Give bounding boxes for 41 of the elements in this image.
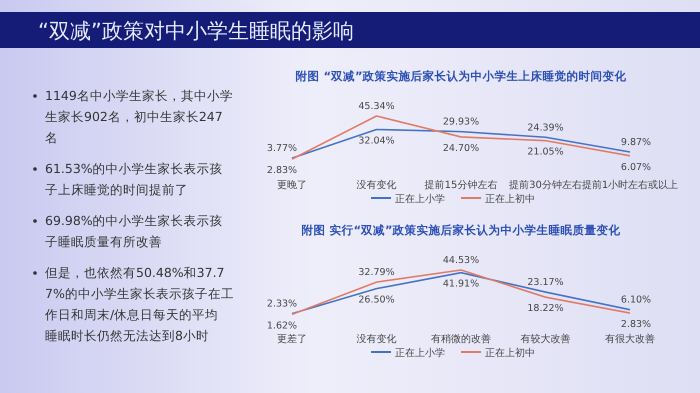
- x-tick-label: 提前15分钟左右: [424, 179, 498, 191]
- x-tick-label: 更差了: [277, 333, 307, 345]
- data-label: 24.70%: [442, 142, 480, 154]
- x-tick-label: 有较大改善: [520, 333, 570, 345]
- legend-label: 正在上小学: [395, 193, 445, 205]
- data-label: 41.91%: [442, 278, 480, 290]
- legend-label: 正在上初中: [485, 347, 535, 359]
- data-label: 24.39%: [527, 122, 564, 134]
- text: 61.53%的中小学生家长表示孩子上床睡觉的时间提前了: [45, 161, 223, 197]
- data-label: 26.50%: [358, 294, 395, 306]
- legend-label: 正在上初中: [485, 193, 535, 205]
- chart-title: 附图 “双减”政策实施后家长认为中小学生上床睡觉的时间变化: [295, 69, 628, 83]
- legend-label: 正在上小学: [395, 347, 445, 359]
- data-label: 1.62%: [266, 320, 298, 332]
- data-label: 6.07%: [620, 162, 652, 173]
- data-label: 3.77%: [266, 143, 298, 154]
- x-tick-label: 提前1小时左右或以上: [582, 179, 678, 191]
- data-label: 21.05%: [527, 146, 564, 158]
- x-tick-label: 没有变化: [356, 333, 396, 345]
- data-label: 2.33%: [266, 298, 298, 310]
- x-tick-label: 有很大改善: [605, 333, 655, 345]
- data-label: 23.17%: [527, 277, 564, 288]
- x-tick-label: 更晚了: [277, 179, 307, 191]
- data-label: 32.04%: [358, 135, 395, 146]
- data-label: 45.34%: [358, 101, 395, 112]
- data-label: 18.22%: [527, 303, 564, 314]
- text: 69.98%的中小学生家长表示孩子睡眠质量有所改善: [45, 213, 223, 249]
- data-label: 29.93%: [442, 116, 480, 128]
- data-label: 32.79%: [358, 267, 395, 278]
- text: “双减”政策对中小学生睡眠的影响: [38, 19, 354, 43]
- data-label: 2.83%: [266, 165, 298, 176]
- data-label: 44.53%: [442, 255, 480, 266]
- x-tick-label: 有稍微的改善: [431, 333, 491, 345]
- chart-title: 附图 实行“双减”政策实施后家长认为中小学生睡眠质量变化: [301, 223, 622, 237]
- x-tick-label: 没有变化: [356, 179, 396, 191]
- data-label: 2.83%: [620, 319, 652, 330]
- text: 但是，也依然有50.48%和37.77%的中小学生家长表示孩子在工作日和周末/休息日每天的平均睡眠时长仍然无法达到8小时: [44, 265, 234, 343]
- x-tick-label: 提前30分钟左右: [509, 179, 582, 191]
- text: 1149名中小学生家长，其中小学生家长902名，初中生家长247名: [45, 88, 233, 145]
- data-label: 6.10%: [620, 294, 652, 306]
- data-label: 9.87%: [620, 136, 652, 148]
